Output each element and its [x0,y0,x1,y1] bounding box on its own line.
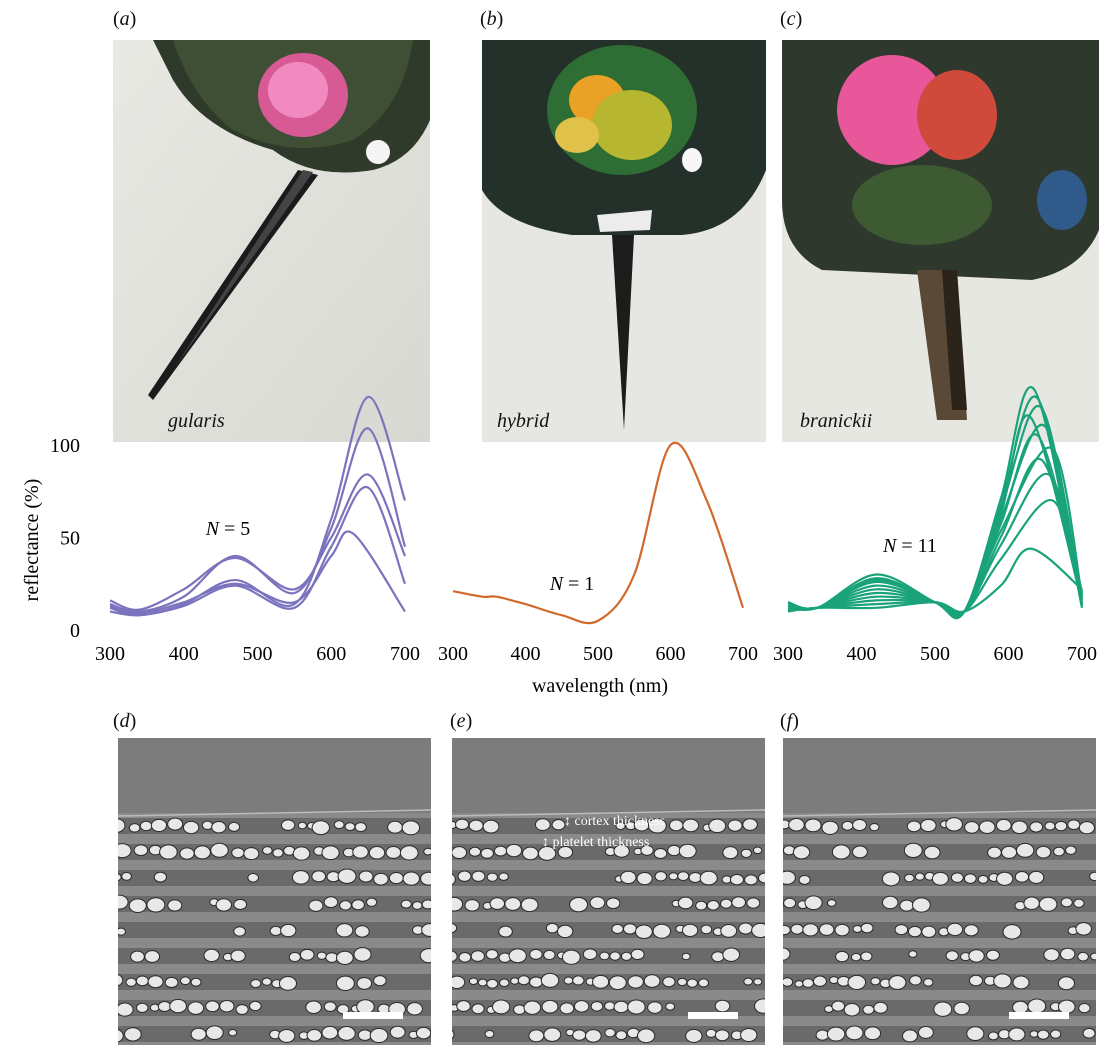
scale-bar [688,1012,738,1019]
spectrum-line-branickii-11 [787,547,1083,614]
photo-branickii [782,40,1099,442]
x-tick-label: 600 [994,643,1024,665]
tem-image-branickii [783,738,1096,1045]
x-tick-label: 300 [438,643,468,665]
x-tick-label: 500 [583,643,613,665]
y-axis-title: reflectance (%) [21,479,43,602]
tem-panel-f [783,738,1096,1045]
spectrum-line-branickii-6 [787,433,1084,618]
tem-image-gularis [118,738,431,1045]
panel-label-c: (c) [780,8,803,30]
x-tick-label: 400 [847,643,877,665]
hummingbird-gularis-image [113,40,430,442]
x-tick-label: 600 [656,643,686,665]
x-tick-label: 500 [920,643,950,665]
scale-bar [1009,1012,1069,1019]
x-tick-label: 500 [243,643,273,665]
panel-letter: b [486,8,497,30]
cortex-thickness-label: cortex thickness [574,814,666,829]
x-tick-label: 300 [773,643,803,665]
y-tick-label: 0 [70,620,80,642]
panel-letter: a [119,8,130,30]
spectrum-line-branickii-5 [787,423,1084,618]
spectrum-line-gularis-2 [109,427,407,613]
spectrum-line-branickii-7 [787,446,1084,617]
cortex-thickness-annotation: ↕ cortex thickness [564,814,666,829]
platelet-thickness-annotation: ↕ platelet thickness [542,835,650,850]
panel-label-d: (d) [113,710,137,732]
spectrum-line-branickii-4 [787,414,1084,619]
x-tick-label: 400 [511,643,541,665]
n-label-branickii: N = 11 [882,535,937,557]
hummingbird-branickii-image [782,40,1099,442]
photo-gularis [113,40,430,442]
species-label-gularis: gularis [168,410,225,432]
panel-letter: f [786,710,793,732]
species-label-branickii: branickii [800,410,873,432]
spectrum-line-branickii-3 [787,404,1084,619]
x-tick-label: 400 [169,643,199,665]
spectrum-line-gularis-4 [109,486,407,617]
spectrum-line-gularis-5 [109,530,406,615]
tem-panel-d [118,738,431,1045]
hummingbird-hybrid-image [482,40,766,442]
y-tick-label: 50 [60,528,80,550]
x-tick-label: 700 [1067,643,1097,665]
panel-letter: e [456,710,466,732]
panel-label-e: (e) [450,710,473,732]
n-label-gularis: N = 5 [205,518,251,540]
y-tick-label: 100 [50,435,80,457]
panel-letter: c [786,8,796,30]
spectrum-line-branickii-1 [787,386,1084,620]
x-tick-label: 300 [95,643,125,665]
n-label-hybrid: N = 1 [549,573,595,595]
x-tick-label: 700 [390,643,420,665]
spectrum-line-hybrid-1 [452,441,745,625]
spectrum-line-gularis-1 [109,395,407,617]
tem-panel-e: ↕ cortex thickness ↕ platelet thickness [452,738,765,1045]
x-tick-label: 700 [728,643,758,665]
panel-label-a: (a) [113,8,137,30]
tem-image-hybrid [452,738,765,1045]
scale-bar [343,1012,403,1019]
panel-label-f: (f) [780,710,799,732]
panel-letter: d [119,710,130,732]
x-axis-title: wavelength (nm) [532,675,668,697]
x-tick-label: 600 [316,643,346,665]
spectrum-line-gularis-3 [109,473,407,611]
species-label-hybrid: hybrid [497,410,550,432]
panel-label-b: (b) [480,8,504,30]
platelet-thickness-label: platelet thickness [552,835,650,850]
photo-hybrid [482,40,766,442]
